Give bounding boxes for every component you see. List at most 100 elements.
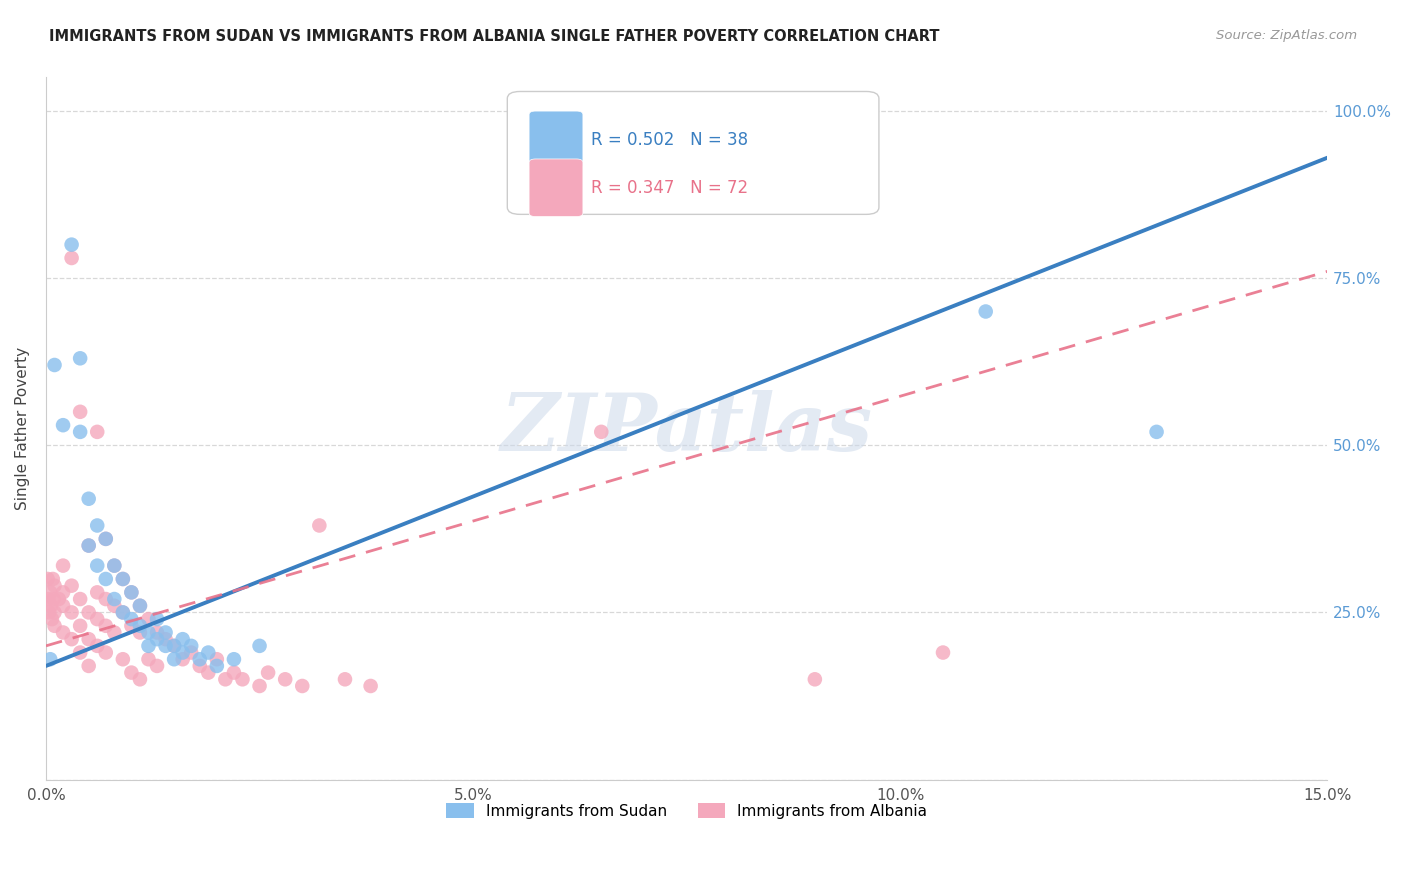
Point bbox=[129, 673, 152, 687]
Point bbox=[155, 639, 177, 653]
Point bbox=[86, 585, 108, 599]
Point bbox=[120, 665, 142, 680]
Point bbox=[804, 673, 827, 687]
Point bbox=[274, 673, 297, 687]
Point bbox=[308, 518, 330, 533]
Point bbox=[60, 606, 83, 620]
Point bbox=[138, 612, 160, 626]
Legend: Immigrants from Sudan, Immigrants from Albania: Immigrants from Sudan, Immigrants from A… bbox=[440, 797, 934, 824]
Point bbox=[42, 572, 65, 586]
Point bbox=[86, 518, 108, 533]
Point bbox=[188, 652, 211, 666]
Point bbox=[103, 599, 125, 613]
Point bbox=[69, 405, 91, 419]
Point bbox=[103, 558, 125, 573]
Point bbox=[291, 679, 314, 693]
Point bbox=[129, 599, 152, 613]
Text: Source: ZipAtlas.com: Source: ZipAtlas.com bbox=[1216, 29, 1357, 42]
Point bbox=[197, 665, 219, 680]
Point bbox=[52, 558, 75, 573]
Point bbox=[52, 585, 75, 599]
Point bbox=[205, 659, 228, 673]
Text: IMMIGRANTS FROM SUDAN VS IMMIGRANTS FROM ALBANIA SINGLE FATHER POVERTY CORRELATI: IMMIGRANTS FROM SUDAN VS IMMIGRANTS FROM… bbox=[49, 29, 939, 44]
Point bbox=[111, 606, 134, 620]
Point bbox=[231, 673, 253, 687]
Point bbox=[69, 592, 91, 607]
Point bbox=[77, 491, 100, 506]
Point bbox=[69, 425, 91, 439]
Point bbox=[163, 639, 186, 653]
Point bbox=[138, 639, 160, 653]
Point bbox=[77, 606, 100, 620]
Point bbox=[60, 579, 83, 593]
Point bbox=[1146, 425, 1168, 439]
Point bbox=[38, 592, 60, 607]
Point bbox=[163, 652, 186, 666]
FancyBboxPatch shape bbox=[529, 159, 583, 217]
Point bbox=[52, 599, 75, 613]
Point bbox=[205, 652, 228, 666]
Point bbox=[86, 612, 108, 626]
Point bbox=[60, 237, 83, 252]
Point bbox=[197, 646, 219, 660]
Point bbox=[138, 652, 160, 666]
Point bbox=[333, 673, 356, 687]
Point bbox=[103, 592, 125, 607]
Point bbox=[111, 606, 134, 620]
Point bbox=[103, 625, 125, 640]
Point bbox=[77, 632, 100, 647]
Point bbox=[214, 673, 236, 687]
Point bbox=[39, 599, 62, 613]
Point bbox=[591, 425, 613, 439]
Point bbox=[120, 585, 142, 599]
Point bbox=[111, 572, 134, 586]
Point bbox=[69, 619, 91, 633]
Point bbox=[52, 418, 75, 433]
Point bbox=[60, 632, 83, 647]
Point bbox=[44, 606, 66, 620]
Point bbox=[188, 659, 211, 673]
Point bbox=[172, 652, 194, 666]
Text: ZIPatlas: ZIPatlas bbox=[501, 390, 873, 467]
Point bbox=[146, 625, 169, 640]
Y-axis label: Single Father Poverty: Single Father Poverty bbox=[15, 347, 30, 510]
Point bbox=[146, 632, 169, 647]
Point bbox=[86, 639, 108, 653]
Point bbox=[155, 625, 177, 640]
Point bbox=[94, 619, 117, 633]
Point bbox=[77, 539, 100, 553]
Point bbox=[111, 652, 134, 666]
Point bbox=[120, 619, 142, 633]
Point bbox=[94, 646, 117, 660]
Point bbox=[180, 646, 202, 660]
Point bbox=[222, 652, 245, 666]
Point bbox=[163, 639, 186, 653]
Point bbox=[103, 558, 125, 573]
Text: R = 0.502   N = 38: R = 0.502 N = 38 bbox=[591, 131, 748, 149]
Point bbox=[257, 665, 280, 680]
Point bbox=[129, 619, 152, 633]
Point bbox=[120, 585, 142, 599]
Point bbox=[41, 612, 63, 626]
Point bbox=[94, 592, 117, 607]
Text: R = 0.347   N = 72: R = 0.347 N = 72 bbox=[591, 178, 748, 197]
Point bbox=[172, 646, 194, 660]
Point bbox=[69, 646, 91, 660]
Point bbox=[69, 351, 91, 366]
Point bbox=[249, 639, 271, 653]
Point bbox=[94, 532, 117, 546]
Point bbox=[38, 606, 60, 620]
Point bbox=[155, 632, 177, 647]
Point bbox=[39, 652, 62, 666]
Point bbox=[180, 639, 202, 653]
Point bbox=[86, 558, 108, 573]
Point bbox=[77, 539, 100, 553]
Point bbox=[86, 425, 108, 439]
Point bbox=[111, 572, 134, 586]
Point bbox=[94, 572, 117, 586]
FancyBboxPatch shape bbox=[508, 92, 879, 214]
Point bbox=[172, 632, 194, 647]
Point bbox=[974, 304, 997, 318]
Point bbox=[120, 612, 142, 626]
Point bbox=[94, 532, 117, 546]
